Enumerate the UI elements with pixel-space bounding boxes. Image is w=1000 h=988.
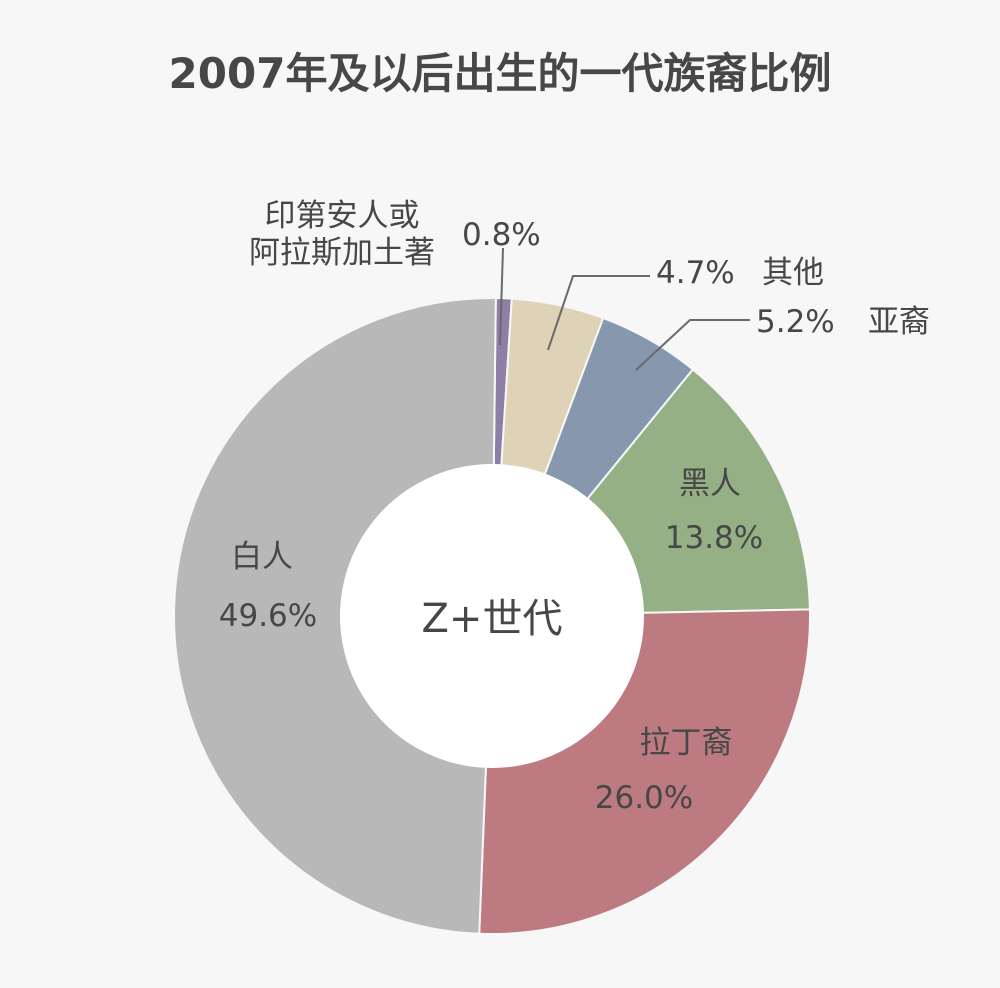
slice-label-latino: 拉丁裔 [640,725,733,761]
donut-hole [340,464,644,768]
chart-title: 2007年及以后出生的一代族裔比例 [169,49,832,98]
slice-value-black: 13.8% [665,520,763,556]
slice-value-native: 0.8% [462,217,541,253]
slice-label-white: 白人 [231,539,293,575]
slice-label-native-line1: 印第安人或 [265,198,420,234]
slice-label-other: 其他 [762,255,824,291]
slice-label-asian: 亚裔 [868,304,930,340]
center-label: Z+世代 [422,596,563,642]
slice-label-black: 黑人 [679,466,741,502]
slice-value-white: 49.6% [219,598,317,634]
leader-line-native [499,247,504,346]
slice-value-other: 4.7% [656,255,735,291]
slice-label-native-line2: 阿拉斯加土著 [249,235,435,271]
slice-value-latino: 26.0% [595,780,693,816]
leader-line-other [547,275,650,351]
leader-line-asian [635,319,750,371]
slice-value-asian: 5.2% [756,304,835,340]
pie-slice-white [173,297,497,935]
